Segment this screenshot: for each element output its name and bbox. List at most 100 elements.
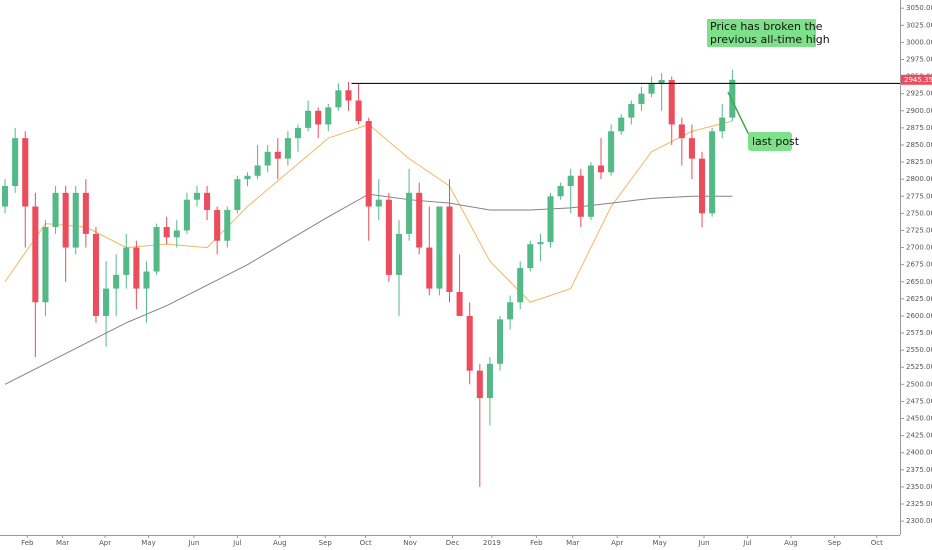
candle-body	[587, 165, 594, 217]
x-tick-label: Nov	[403, 539, 417, 547]
candle-body	[254, 165, 261, 176]
candle-body	[123, 247, 130, 275]
x-tick-label: Mar	[56, 539, 69, 547]
x-tick-label: Jul	[232, 539, 242, 547]
candle-body	[618, 117, 625, 132]
candle-body	[648, 83, 655, 94]
candle-body	[183, 199, 190, 231]
candle-body	[628, 103, 635, 118]
candle-body	[193, 192, 201, 200]
candle-body	[547, 196, 554, 243]
candle-body	[719, 117, 726, 132]
candle-body	[688, 138, 695, 159]
x-tick-label: Sep	[319, 539, 333, 547]
x-tick-label: Mar	[566, 539, 579, 547]
candle-body	[406, 192, 413, 234]
candle-body	[173, 230, 180, 238]
x-tick-label: Aug	[273, 539, 287, 547]
candle-body	[224, 209, 231, 241]
y-tick-label: 2925.00	[906, 90, 932, 98]
candle-body	[133, 247, 140, 289]
candle-body	[466, 315, 473, 371]
y-tick-label: 2975.00	[906, 55, 932, 63]
candle-body	[537, 242, 544, 245]
candle-body	[436, 206, 443, 289]
candle-body	[284, 138, 291, 159]
candle-body	[658, 80, 665, 84]
y-tick-label: 2825.00	[906, 158, 932, 166]
candle-body	[375, 199, 382, 207]
y-tick-label: 2900.00	[906, 107, 932, 115]
candle-body	[294, 127, 302, 139]
y-tick-label: 2800.00	[906, 175, 932, 183]
candle-body	[12, 138, 19, 187]
annotation-box	[707, 19, 816, 47]
y-tick-label: 2500.00	[906, 380, 932, 388]
last-price-box	[901, 74, 932, 85]
y-tick-label: 2650.00	[906, 278, 932, 286]
y-tick-label: 2750.00	[906, 209, 932, 217]
candle-body	[2, 186, 9, 207]
x-tick-label: Jun	[698, 539, 710, 547]
x-tick-label: Apr	[99, 539, 111, 547]
x-tick-label: Feb	[530, 539, 543, 547]
candle-body	[234, 179, 241, 210]
candle-body	[22, 138, 29, 207]
candle-body	[365, 121, 372, 207]
candle-body	[567, 175, 574, 187]
y-tick-label: 2600.00	[906, 312, 932, 320]
candle-body	[204, 192, 211, 210]
candle-body	[143, 271, 150, 289]
candle-body	[517, 268, 524, 303]
y-tick-label: 2325.00	[906, 500, 932, 508]
candle-body	[214, 209, 221, 241]
candle-body	[729, 79, 736, 118]
x-tick-label: Feb	[21, 539, 34, 547]
candle-body	[698, 158, 706, 214]
y-tick-label: 2550.00	[906, 346, 932, 354]
plot	[2, 69, 900, 487]
candle-body	[153, 227, 160, 272]
candle-body	[264, 151, 271, 166]
x-tick-label: Sep	[828, 539, 842, 547]
candle-body	[557, 186, 564, 197]
candle-body	[608, 131, 615, 173]
annotation-text: previous all-time high	[710, 33, 830, 46]
annotation-text: last post	[752, 135, 800, 148]
y-tick-label: 2775.00	[906, 192, 932, 200]
candle-body	[52, 192, 59, 228]
y-tick-label: 2850.00	[906, 141, 932, 149]
y-tick-label: 2725.00	[906, 226, 932, 234]
candle-body	[92, 233, 99, 316]
x-tick-label: May	[652, 539, 666, 547]
x-tick-label: 2019	[483, 539, 501, 547]
candle-body	[395, 233, 403, 275]
y-tick-label: 2450.00	[906, 415, 932, 423]
callout-arrow	[727, 91, 752, 140]
candle-body	[62, 192, 69, 248]
x-tick-label: Apr	[611, 539, 623, 547]
candle-body	[32, 206, 39, 303]
candle-body	[274, 151, 281, 159]
candle-body	[163, 227, 170, 238]
y-tick-label: 2375.00	[906, 466, 932, 474]
x-tick-label: Jun	[187, 539, 199, 547]
candle-body	[345, 90, 352, 101]
last-price-label: 2945.35	[904, 76, 932, 84]
y-tick-label: 2475.00	[906, 397, 932, 405]
candle-body	[244, 175, 251, 180]
candle-body	[385, 199, 392, 275]
y-tick-label: 3025.00	[906, 21, 932, 29]
y-tick-label: 2425.00	[906, 432, 932, 440]
x-tick-label: May	[141, 539, 155, 547]
candle-body	[638, 93, 645, 104]
candle-body	[325, 107, 332, 125]
annotation-box	[748, 132, 792, 151]
candle-body	[476, 370, 483, 399]
y-tick-label: 2700.00	[906, 244, 932, 252]
x-tick-label: Dec	[446, 539, 460, 547]
candle-body	[507, 302, 514, 320]
x-tick-label: Jul	[742, 539, 752, 547]
